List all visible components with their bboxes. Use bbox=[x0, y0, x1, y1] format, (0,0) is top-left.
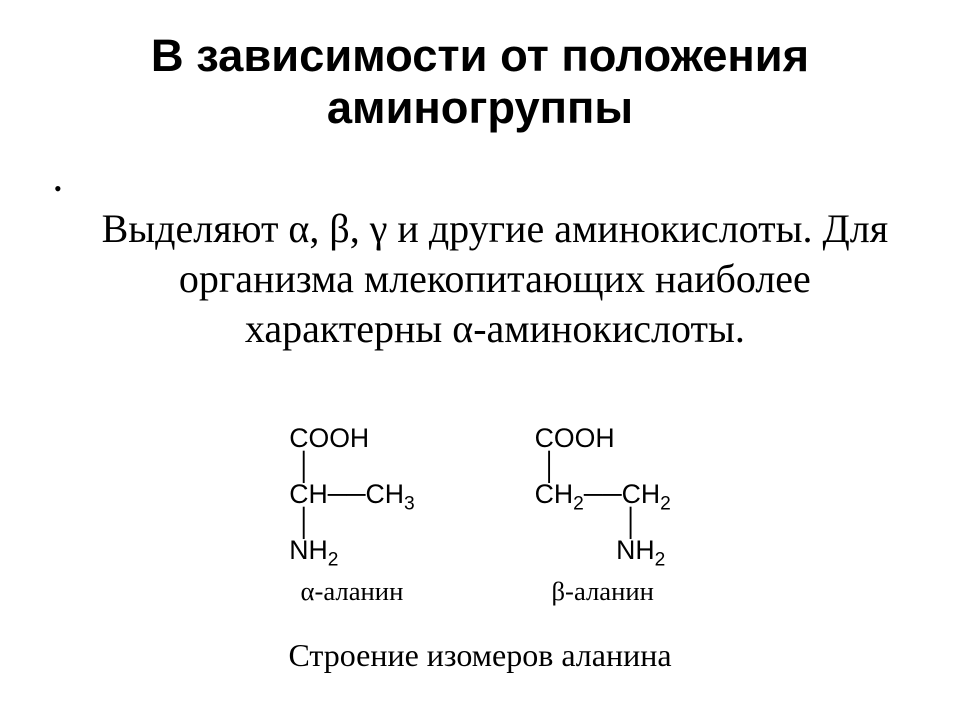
title-line-2: аминогруппы bbox=[327, 82, 633, 133]
figure-area: COOH │ CH──CH3 │ NH2 α-аланин COOH │ CH2… bbox=[50, 424, 910, 674]
title-line-1: В зависимости от положения bbox=[151, 30, 809, 81]
structure-pair: COOH │ CH──CH3 │ NH2 α-аланин COOH │ CH2… bbox=[50, 424, 910, 607]
body-text: Выделяют α, β, γ и другие аминокислоты. … bbox=[80, 204, 910, 354]
bullet-icon: • bbox=[54, 178, 62, 200]
alpha-alanine-formula: COOH │ CH──CH3 │ NH2 bbox=[289, 424, 414, 564]
slide: В зависимости от положения аминогруппы •… bbox=[0, 0, 960, 720]
body-row: • Выделяют α, β, γ и другие аминокислоты… bbox=[50, 164, 910, 394]
alpha-alanine-label: α-аланин bbox=[289, 576, 414, 607]
slide-title: В зависимости от положения аминогруппы bbox=[50, 30, 910, 134]
figure-caption: Строение изомеров аланина bbox=[50, 637, 910, 674]
beta-alanine-label: β-аланин bbox=[535, 576, 671, 607]
structure-alpha-alanine: COOH │ CH──CH3 │ NH2 α-аланин bbox=[289, 424, 414, 607]
beta-alanine-formula: COOH │ CH2──CH2 │ NH2 bbox=[535, 424, 671, 564]
structure-beta-alanine: COOH │ CH2──CH2 │ NH2 β-аланин bbox=[535, 424, 671, 607]
